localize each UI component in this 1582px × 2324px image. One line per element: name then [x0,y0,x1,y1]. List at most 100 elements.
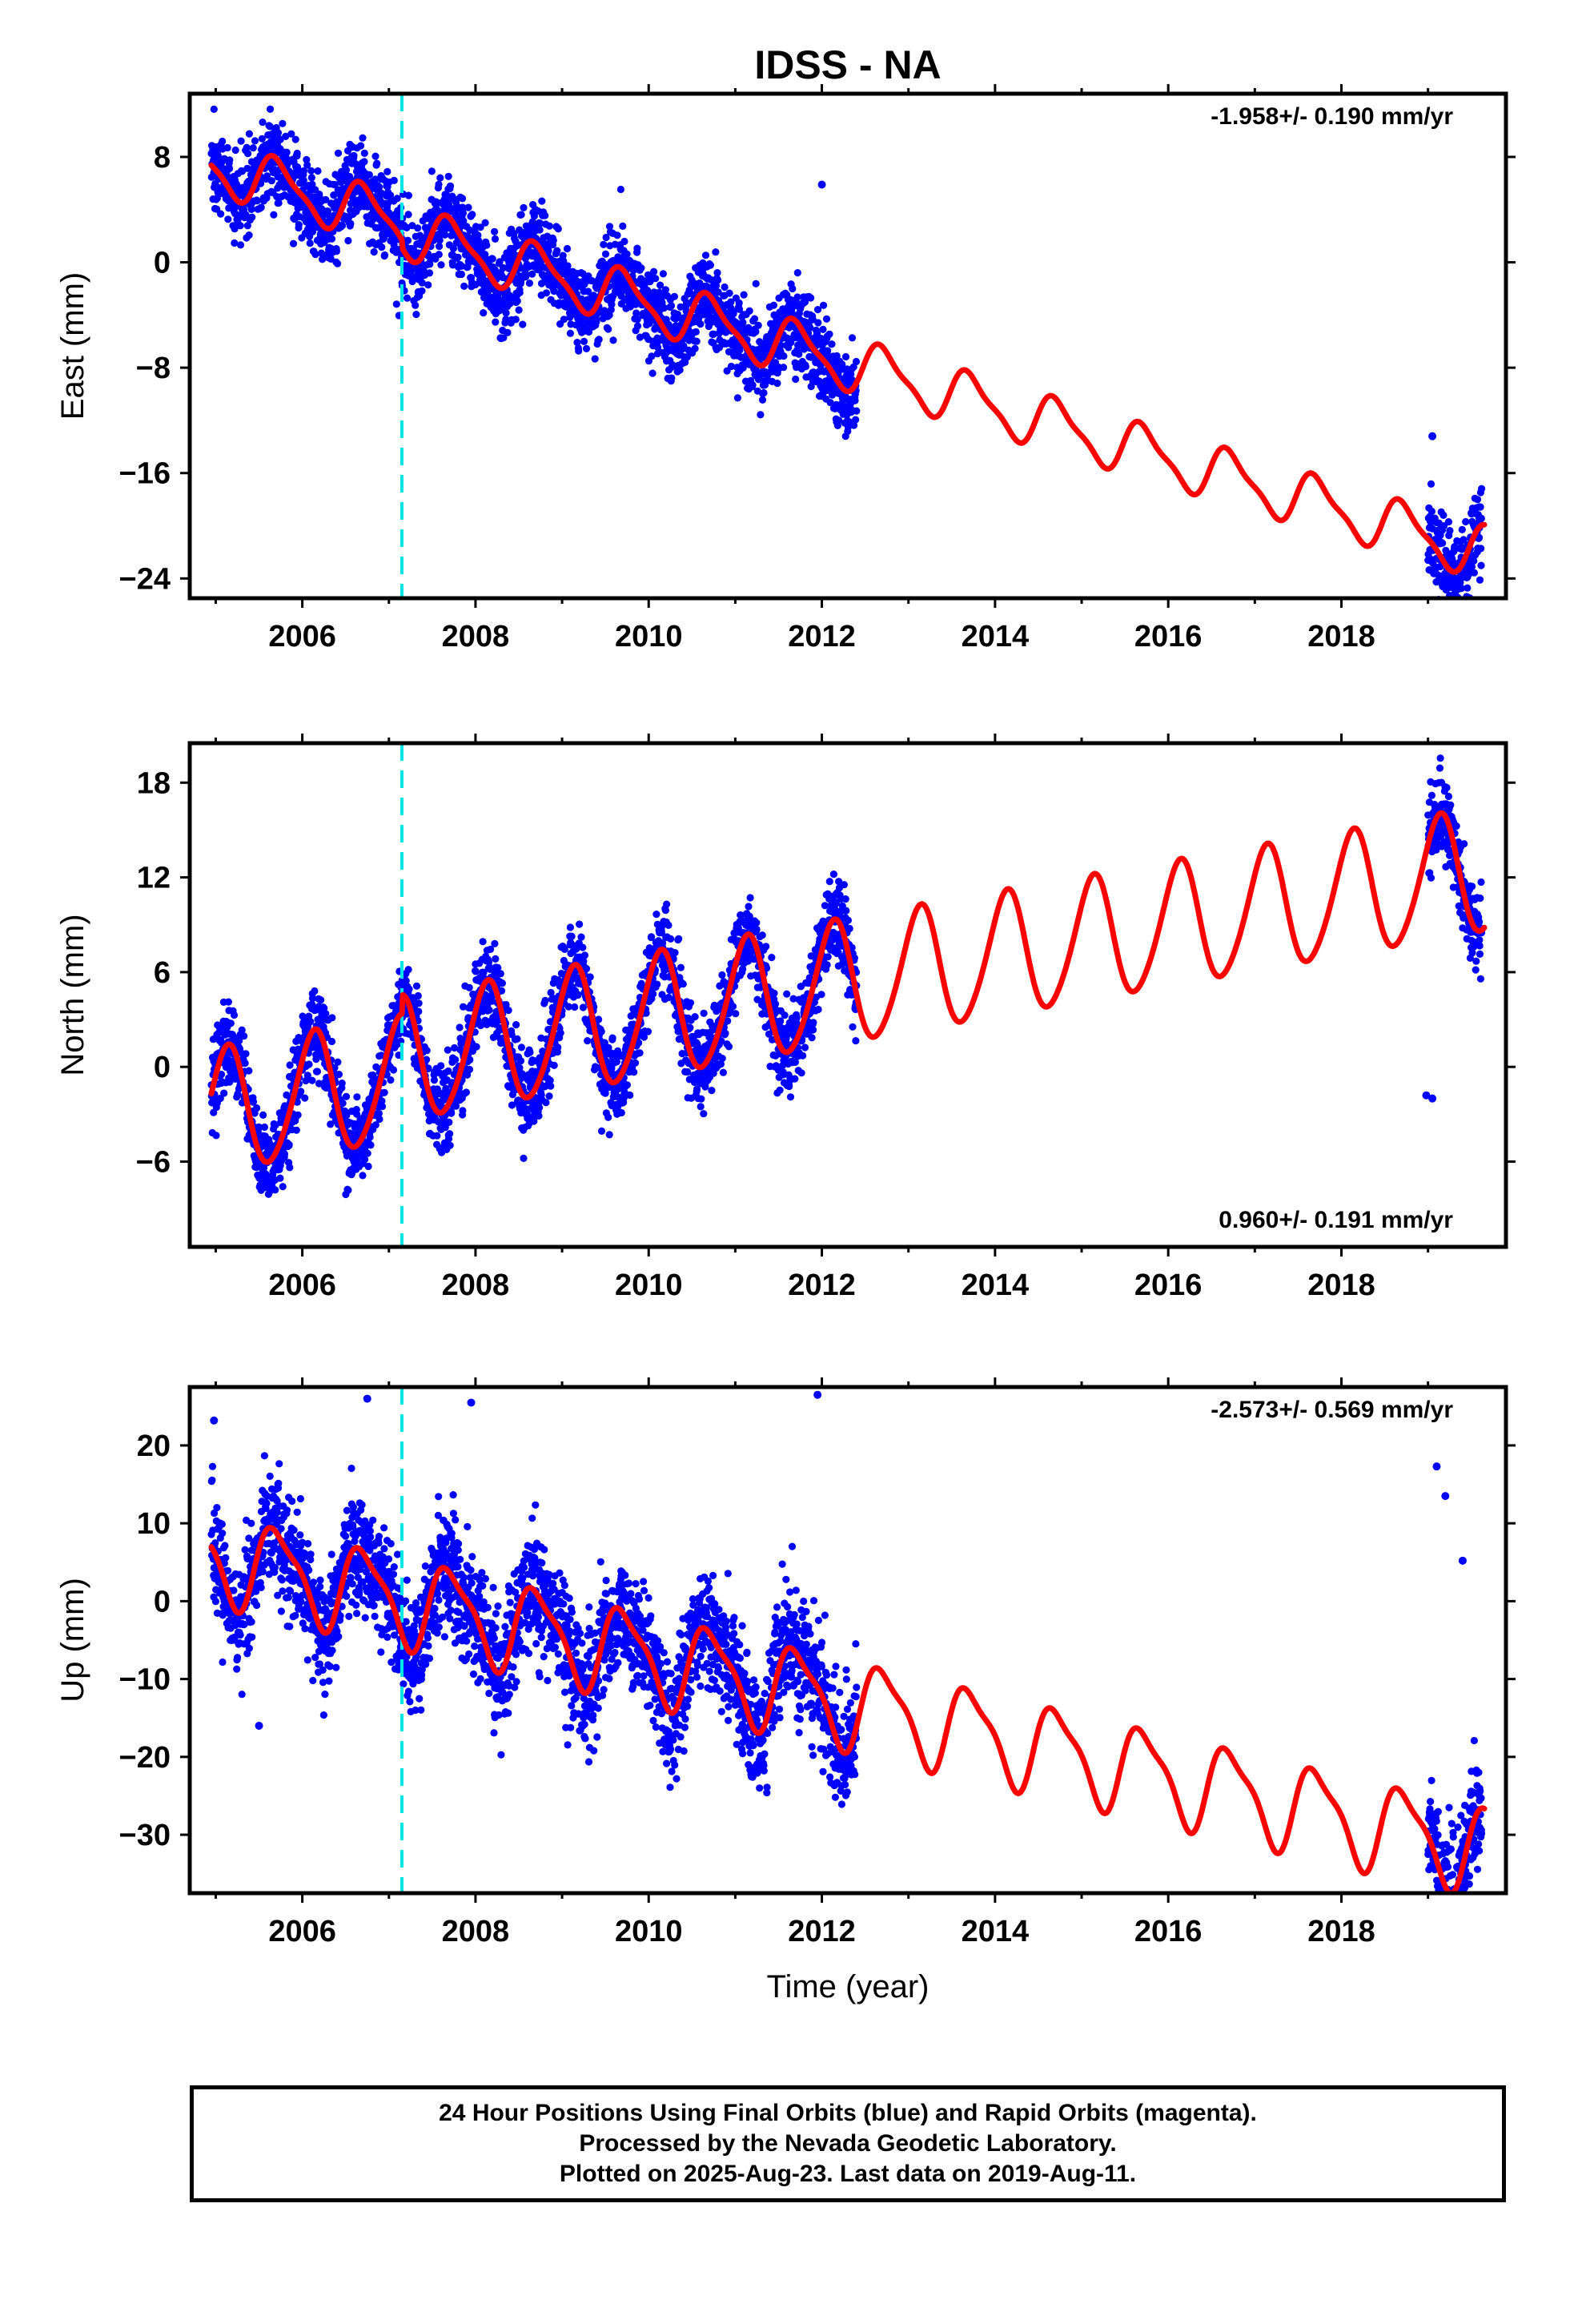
position-point [623,250,631,258]
position-point [412,982,421,990]
position-point [327,1037,336,1046]
position-point [547,1082,555,1090]
position-point [404,294,412,302]
position-point [350,151,358,159]
position-point [677,303,685,311]
position-point [825,330,833,338]
position-point [714,276,722,284]
position-point [577,295,585,303]
position-point [841,352,850,361]
position-point [249,144,257,152]
position-point [566,923,575,931]
position-point [245,130,253,138]
position-point [522,272,530,281]
position-point [520,203,528,211]
position-point [230,1011,239,1019]
position-point [584,1037,592,1045]
position-point [1473,496,1482,504]
position-point [550,1061,558,1069]
position-point [727,298,735,306]
position-point [571,1003,579,1011]
position-point [648,369,656,377]
position-point [303,155,311,163]
position-point [375,183,383,191]
position-point [224,215,232,223]
position-point [652,911,661,919]
position-point [227,1019,235,1027]
position-point [653,980,661,988]
position-point [813,306,822,314]
position-point [267,177,275,185]
position-point [526,1048,534,1056]
position-point [542,289,551,297]
position-point [706,261,715,269]
position-point [542,1099,550,1107]
position-point [378,243,386,251]
position-point [528,270,536,278]
position-point [607,306,615,314]
position-point [244,150,252,158]
position-point [248,213,256,221]
position-point [632,309,640,317]
position-point [735,299,743,307]
position-point [344,236,352,245]
position-point [217,210,225,218]
position-point [573,339,581,347]
position-point [819,325,827,333]
position-point [357,142,365,150]
position-point [491,939,499,947]
position-point [574,991,582,999]
position-point [1462,517,1470,526]
position-point [564,262,572,270]
position-point [306,239,314,247]
position-point [553,247,561,255]
position-point [423,1047,431,1055]
position-point [740,291,748,299]
position-point [820,301,828,309]
position-point [276,1174,284,1182]
position-point [535,1112,543,1120]
position-point [760,388,768,397]
position-point [806,324,814,332]
position-point [210,105,218,113]
position-point [342,166,351,174]
position-point [683,353,692,361]
position-point [287,130,295,138]
position-point [792,375,800,384]
position-point [691,344,699,352]
position-point [223,143,231,152]
position-point [559,251,567,259]
position-point [1442,546,1450,555]
position-point [496,258,504,266]
position-point [441,231,449,239]
x-tick-label: 2008 [442,620,510,653]
position-point [472,1043,480,1051]
position-point [701,251,710,259]
position-point [1476,503,1484,511]
position-point [795,350,803,358]
position-point [848,334,857,342]
position-point [644,1027,652,1035]
position-point [314,167,322,175]
position-point [541,996,549,1004]
position-point [592,318,600,326]
position-point [600,240,608,248]
position-point [464,203,472,211]
position-point [835,416,843,424]
position-point [576,920,584,928]
position-point [435,251,443,259]
position-point [479,938,487,946]
position-point [378,1103,387,1111]
position-point [659,270,668,278]
position-point [448,261,457,269]
position-point [852,357,861,366]
position-point [665,921,673,929]
position-point [445,1118,453,1126]
position-point [311,251,319,259]
position-point [630,1068,638,1076]
outlier-point [817,180,826,189]
position-point [404,211,412,219]
position-point [496,970,504,978]
position-point [236,222,244,230]
y-tick-label: −8 [136,352,171,385]
